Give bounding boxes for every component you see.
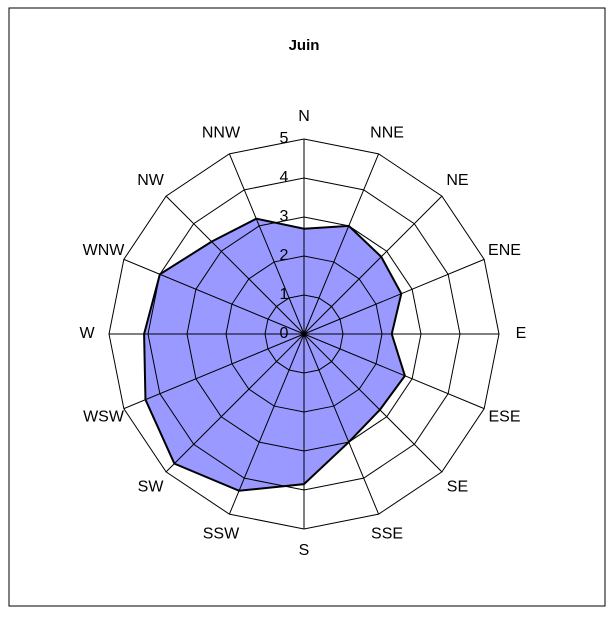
category-label: SSW (203, 526, 240, 543)
spoke (303, 333, 443, 473)
grid-ring (264, 294, 344, 374)
category-label: N (298, 108, 310, 125)
tick-label: 5 (280, 130, 289, 147)
category-label: WNW (83, 242, 126, 259)
spoke (303, 153, 380, 335)
category-label: SSE (371, 526, 403, 543)
category-label: WSW (83, 408, 125, 425)
category-label: W (79, 325, 95, 342)
chart-title: Juin (289, 37, 320, 54)
category-label: NW (137, 172, 165, 189)
spoke (303, 333, 485, 410)
grid-ring (186, 216, 422, 452)
spoke (123, 258, 305, 335)
tick-label: 3 (280, 208, 289, 225)
category-label: SW (138, 479, 165, 496)
spoke (228, 153, 305, 335)
tick-label: 2 (280, 247, 289, 264)
category-label: ESE (488, 408, 520, 425)
category-label: NNE (370, 125, 404, 142)
grid-ring (108, 138, 500, 530)
category-label: E (516, 325, 527, 342)
tick-label: 1 (280, 286, 289, 303)
tick-label: 4 (280, 169, 289, 186)
spoke (165, 333, 305, 473)
category-label: S (299, 542, 310, 559)
spoke (228, 333, 305, 515)
spoke (303, 195, 443, 335)
tick-label: 0 (280, 325, 289, 342)
spoke (303, 258, 485, 335)
category-label: ENE (488, 242, 521, 259)
category-label: NNW (202, 125, 241, 142)
grid-ring (225, 255, 383, 413)
spoke (123, 333, 305, 410)
grid-ring (147, 177, 461, 491)
category-label: SE (447, 479, 468, 496)
spoke (165, 195, 305, 335)
category-label: NE (446, 172, 468, 189)
spoke (303, 333, 380, 515)
